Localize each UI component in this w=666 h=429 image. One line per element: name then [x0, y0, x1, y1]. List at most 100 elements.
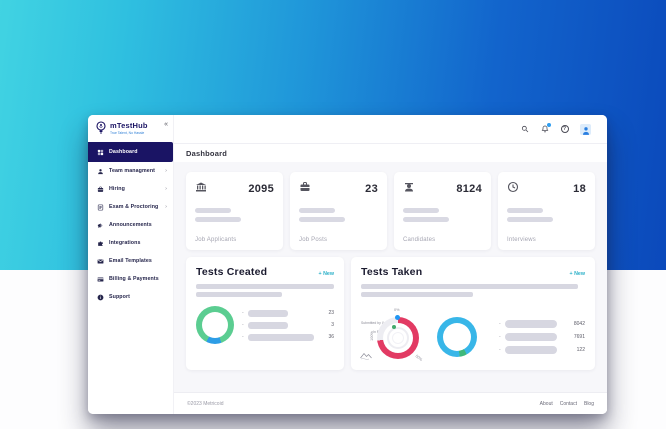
legend-row: - 23 — [242, 309, 334, 317]
legend-dash-icon: - — [242, 309, 244, 316]
legend-dash-icon: - — [242, 321, 244, 328]
page-title-row: Dashboard — [174, 144, 607, 162]
placeholder-bar — [196, 284, 334, 289]
tests-taken-legend: - 8042 - 7691 - — [499, 320, 585, 354]
lightbulb-logo-icon — [95, 121, 107, 135]
placeholder-bar — [361, 292, 473, 297]
search-icon[interactable] — [520, 125, 529, 134]
stat-value: 8124 — [456, 183, 482, 195]
notifications-bell-icon[interactable] — [540, 122, 551, 134]
legend-value: 7691 — [573, 334, 585, 340]
app-window: mTestHub True Talent, No Hassle « Dashbo… — [88, 115, 607, 414]
tests-created-new-button[interactable]: + New — [318, 271, 334, 277]
legend-row: - 122 — [499, 346, 585, 354]
sidebar-item-exam-proctoring[interactable]: Exam & Proctoring › — [88, 198, 173, 216]
brand-logo[interactable]: mTestHub True Talent, No Hassle « — [88, 115, 173, 140]
help-icon[interactable]: ? — [560, 125, 569, 134]
tests-taken-card: Tests Taken + New 0% 100% 50% Submitted … — [351, 257, 595, 370]
footer-link-blog[interactable]: Blog — [583, 400, 594, 407]
puzzle-icon — [97, 240, 104, 247]
placeholder-bar — [361, 284, 579, 289]
legend-dash-icon: - — [242, 333, 244, 340]
placeholder-bar — [507, 217, 553, 222]
megaphone-icon — [97, 222, 104, 229]
sidebar-item-team-management[interactable]: Team managment › — [88, 162, 173, 180]
user-avatar[interactable] — [580, 123, 591, 135]
sidebar-item-label: Exam & Proctoring — [109, 204, 159, 210]
legend-value: 8042 — [573, 321, 585, 327]
gauge-series-label-1: Submitted by User — [361, 321, 389, 325]
footer-links: About Contact Blog — [540, 401, 594, 407]
sidebar-item-label: Hiring — [109, 186, 125, 192]
sidebar-item-dashboard[interactable]: Dashboard — [88, 142, 173, 162]
tests-created-title: Tests Created — [196, 266, 268, 278]
tests-taken-gauge-chart[interactable]: 0% 100% 50% Submitted by User In Progres… — [361, 306, 429, 368]
legend-row: - 7691 — [499, 333, 585, 341]
mountain-sketch-icon — [360, 347, 376, 365]
clock-icon — [507, 180, 519, 198]
stat-label: Interviews — [507, 237, 537, 243]
legend-placeholder — [504, 333, 557, 341]
briefcase-icon — [97, 186, 104, 193]
legend-placeholder — [247, 309, 288, 317]
credit-card-icon — [97, 276, 104, 283]
gauge-marker-blue — [395, 315, 400, 320]
footer-link-about[interactable]: About — [539, 400, 553, 407]
donut-hole — [443, 323, 471, 351]
brand-name: mTestHub — [110, 121, 148, 130]
gauge-tick-50: 50% — [414, 354, 424, 362]
footer-link-contact[interactable]: Contact — [559, 400, 577, 407]
app-footer: ©2023 Metricoid About Contact Blog — [174, 392, 607, 414]
placeholder-bar — [195, 208, 231, 213]
sidebar-item-integrations[interactable]: Integrations — [88, 234, 173, 252]
content-area: 2095 Job Applicants 23 — [174, 162, 607, 392]
bank-icon — [195, 180, 207, 198]
stat-value: 2095 — [248, 183, 274, 195]
gauge-hole — [383, 323, 413, 353]
stat-label: Candidates — [403, 237, 436, 243]
legend-dash-icon: - — [499, 346, 501, 353]
main-area: ? Dashboard 2095 — [174, 115, 607, 414]
page-title: Dashboard — [186, 148, 227, 158]
sidebar-item-label: Support — [109, 294, 131, 300]
sidebar-item-billing-payments[interactable]: Billing & Payments — [88, 270, 173, 288]
notification-badge — [547, 122, 551, 127]
help-glyph: ? — [560, 125, 569, 133]
sidebar: mTestHub True Talent, No Hassle « Dashbo… — [88, 115, 174, 414]
stat-value: 18 — [573, 183, 586, 195]
tests-taken-donut-chart[interactable] — [437, 317, 477, 357]
sidebar-item-email-templates[interactable]: Email Templates — [88, 252, 173, 270]
sidebar-item-announcements[interactable]: Announcements — [88, 216, 173, 234]
candidate-icon — [403, 180, 415, 198]
envelope-icon — [97, 258, 104, 265]
sidebar-item-support[interactable]: Support — [88, 288, 173, 306]
legend-value: 122 — [576, 347, 585, 353]
person-icon — [97, 168, 104, 175]
placeholder-bar — [403, 217, 449, 222]
stat-card-interviews[interactable]: 18 Interviews — [498, 172, 595, 250]
sidebar-item-label: Billing & Payments — [109, 276, 159, 282]
sidebar-collapse-icon[interactable]: « — [164, 121, 168, 128]
legend-row: - 8042 — [499, 320, 585, 328]
chevron-right-icon: › — [165, 186, 167, 192]
stat-card-job-posts[interactable]: 23 Job Posts — [290, 172, 387, 250]
placeholder-bar — [196, 292, 282, 297]
legend-placeholder — [504, 320, 557, 328]
tests-created-donut-chart[interactable] — [196, 306, 234, 344]
stat-card-job-applicants[interactable]: 2095 Job Applicants — [186, 172, 283, 250]
sidebar-item-label: Announcements — [109, 222, 152, 228]
stat-card-candidates[interactable]: 8124 Candidates — [394, 172, 491, 250]
gauge-marker-green — [392, 325, 396, 329]
gauge-ring — [377, 317, 419, 359]
dashboard-grid-icon — [97, 149, 104, 156]
briefcase-icon — [299, 180, 311, 198]
legend-value: 3 — [331, 322, 334, 328]
sidebar-menu: Dashboard Team managment › Hiring › — [88, 142, 173, 306]
stats-row: 2095 Job Applicants 23 — [186, 172, 595, 250]
chevron-right-icon: › — [165, 204, 167, 210]
clipboard-list-icon — [97, 204, 104, 211]
brand-text: mTestHub True Talent, No Hassle — [110, 121, 148, 135]
tests-taken-new-button[interactable]: + New — [569, 271, 585, 277]
sidebar-item-hiring[interactable]: Hiring › — [88, 180, 173, 198]
